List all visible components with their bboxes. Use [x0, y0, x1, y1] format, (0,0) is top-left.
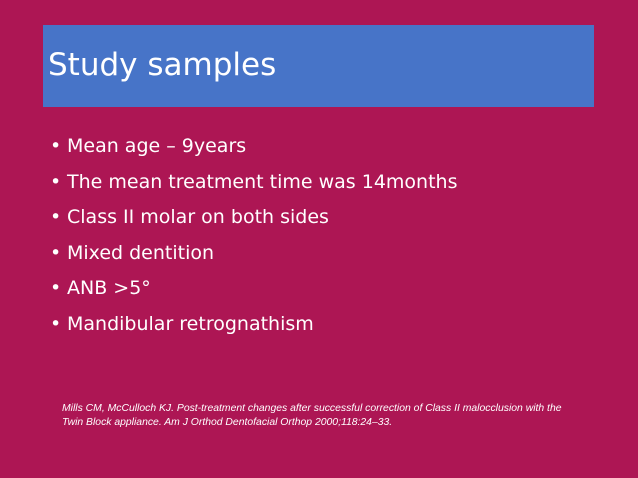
title-bar: Study samples: [43, 25, 594, 107]
bullet-dot-icon: •: [50, 206, 62, 228]
bullet-item: • ANB >5°: [50, 271, 457, 307]
bullet-text: Mixed dentition: [67, 241, 215, 264]
bullet-item: • Mandibular retrognathism: [50, 307, 457, 343]
bullet-dot-icon: •: [50, 170, 62, 193]
bullet-dot-icon: •: [50, 135, 62, 157]
bullet-list: • Mean age – 9years • The mean treatment…: [50, 129, 457, 342]
bullet-text: Mean age – 9years: [67, 135, 247, 157]
bullet-text: Class II molar on both sides: [67, 206, 329, 228]
bullet-item: • Mixed dentition: [50, 236, 457, 272]
bullet-item: • Class II molar on both sides: [50, 200, 457, 236]
slide-title: Study samples: [48, 47, 277, 83]
bullet-text: ANB >5°: [67, 277, 151, 299]
bullet-dot-icon: •: [50, 277, 62, 299]
bullet-dot-icon: •: [50, 241, 62, 264]
bullet-item: • Mean age – 9years: [50, 129, 457, 165]
bullet-item: • The mean treatment time was 14months: [50, 165, 457, 201]
bullet-dot-icon: •: [50, 312, 62, 335]
bullet-text: Mandibular retrognathism: [67, 312, 314, 335]
bullet-text: The mean treatment time was 14months: [67, 170, 458, 193]
citation: Mills CM, McCulloch KJ. Post-treatment c…: [62, 403, 562, 428]
